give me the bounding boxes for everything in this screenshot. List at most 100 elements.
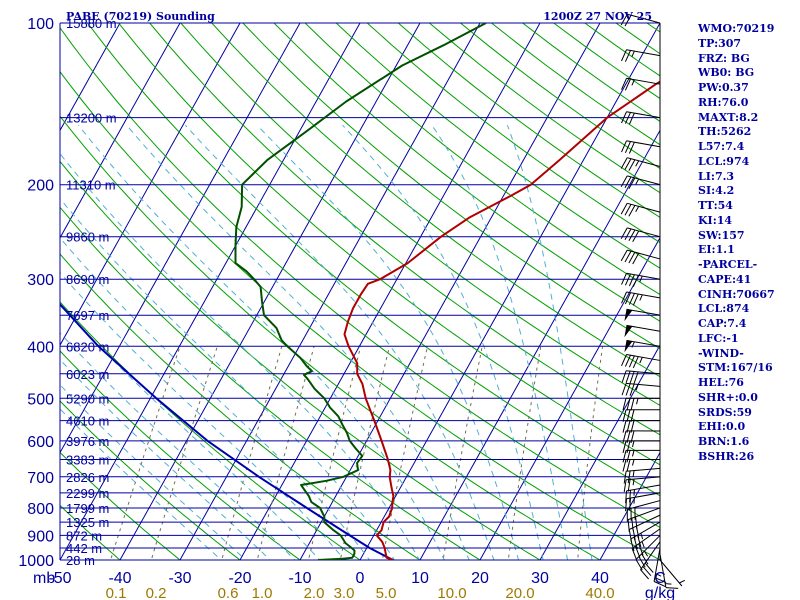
stability-indices-panel: WMO:70219 TP:307 FRZ: BG WB0: BG PW:0.37 RH:7… — [698, 22, 775, 465]
mixing-ratio-label: 1.0 — [252, 585, 273, 600]
wind-barb-flag — [620, 157, 628, 169]
wind-barb-shaft — [627, 202, 661, 213]
index-value: LCL:874 — [698, 302, 750, 316]
wind-barb-half-flag — [641, 541, 645, 548]
wind-barb-half-flag — [631, 341, 635, 348]
mixing-ratio-label: 20.0 — [505, 585, 534, 600]
height-label: 9860 m — [66, 230, 109, 245]
moist-adiabat-line — [431, 124, 569, 560]
wind-barb-flag — [621, 140, 627, 153]
wind-barb-shaft — [626, 140, 661, 148]
wind-barb — [622, 440, 661, 454]
wind-barb-shaft — [626, 467, 661, 472]
wind-barb-flag — [628, 112, 635, 125]
wind-barb-half-flag — [639, 294, 643, 301]
temperature-tick-label: C — [654, 570, 666, 587]
wind-barb-flag — [631, 518, 634, 531]
height-label: 2826 m — [66, 470, 109, 485]
wind-barb-flag — [627, 519, 630, 532]
wind-barb — [621, 382, 661, 396]
wind-barb-half-flag — [632, 450, 635, 457]
height-label: 2299 m — [66, 486, 109, 501]
temperature-tick-label: -30 — [168, 570, 191, 587]
index-value: HEL:76 — [698, 376, 744, 389]
wind-barb-flag — [621, 49, 627, 62]
wind-barb-flag — [620, 13, 628, 26]
height-label: 442 m — [66, 541, 102, 556]
wind-barb-shaft — [626, 476, 661, 481]
wind-barb-flag — [620, 249, 628, 262]
wind-barb — [623, 476, 661, 493]
wind-barb-flag — [622, 430, 627, 444]
wind-barb-flag — [624, 204, 632, 216]
pressure-label: 1000 — [18, 553, 54, 570]
height-label: 11310 m — [66, 178, 116, 193]
wind-barb-flag — [635, 516, 638, 530]
mixing-ratio-line — [507, 346, 542, 560]
height-label: 1325 m — [66, 515, 109, 530]
wind-barb — [624, 324, 661, 338]
wind-barb-pennant — [624, 340, 633, 353]
wind-barb-flag — [633, 371, 639, 384]
wind-barb-half-flag — [640, 532, 644, 540]
height-label: 8690 m — [66, 272, 109, 287]
height-label: 28 m — [66, 553, 95, 568]
wind-barb-flag — [626, 398, 631, 411]
index-value: KI:14 — [698, 213, 733, 227]
wind-barb-half-flag — [665, 583, 672, 585]
wind-barb-pennant — [624, 325, 633, 338]
wind-barb-flag — [626, 420, 631, 433]
wind-barb-shaft — [626, 354, 661, 361]
wind-barb-half-flag — [639, 357, 643, 364]
index-value: EI:1.1 — [698, 243, 735, 257]
mixing-ratio-line — [109, 346, 181, 560]
index-value: CAP:7.4 — [698, 317, 747, 330]
temperature-tick-label: 10 — [411, 570, 429, 587]
wind-barb-shaft — [653, 547, 661, 582]
pressure-label: 800 — [27, 501, 54, 518]
wind-barb — [622, 397, 661, 411]
wind-barb — [627, 507, 661, 532]
index-value: TH:5262 — [698, 125, 752, 139]
wind-barb-flag — [653, 581, 666, 588]
isotherm-line — [60, 23, 241, 347]
isotherm-line — [299, 23, 601, 560]
wind-barb — [622, 409, 661, 422]
wind-barb-flag — [628, 205, 636, 217]
wind-barb-shaft — [626, 111, 661, 119]
wind-barb — [624, 339, 661, 353]
height-label: 5290 m — [66, 391, 109, 406]
isotherm-line — [119, 23, 421, 560]
station-title: PABE (70219) Sounding — [66, 10, 215, 23]
wind-barb-flag — [625, 490, 627, 504]
wind-barb-flag — [623, 479, 627, 493]
background-grid — [60, 23, 660, 560]
height-label: 6023 m — [66, 367, 109, 382]
dry-adiabat-line — [60, 301, 361, 560]
mixing-ratio-label: 0.1 — [106, 585, 127, 600]
wind-barb-half-flag — [636, 398, 639, 405]
index-value: RH:76.0 — [698, 95, 749, 109]
moist-adiabat-line — [60, 384, 247, 560]
index-value: EHI:0.0 — [698, 420, 746, 434]
wind-barb-shaft — [626, 291, 661, 299]
wind-barb-shaft — [659, 559, 683, 587]
wind-barb-flag — [631, 548, 638, 561]
wind-barb-flag — [624, 50, 631, 62]
wind-barb-shaft — [627, 249, 661, 260]
wind-barb-flag — [621, 383, 627, 396]
wind-barb-flag — [626, 440, 631, 454]
wind-barb — [626, 500, 661, 522]
index-value: L57:7.4 — [698, 140, 745, 153]
wind-barb-flag — [640, 569, 649, 580]
mixing-ratio-line — [577, 346, 604, 560]
index-value: PW:0.37 — [698, 81, 749, 94]
wind-barb-shaft — [626, 272, 661, 280]
index-value: SW:157 — [698, 228, 745, 242]
wind-barb-flag — [624, 158, 632, 170]
wind-barb-flag — [626, 450, 631, 463]
wind-barb-flag — [622, 440, 627, 454]
wind-barb-flag — [627, 479, 631, 492]
index-value: CAPE:41 — [698, 272, 752, 286]
wind-barb-flag — [628, 177, 636, 189]
